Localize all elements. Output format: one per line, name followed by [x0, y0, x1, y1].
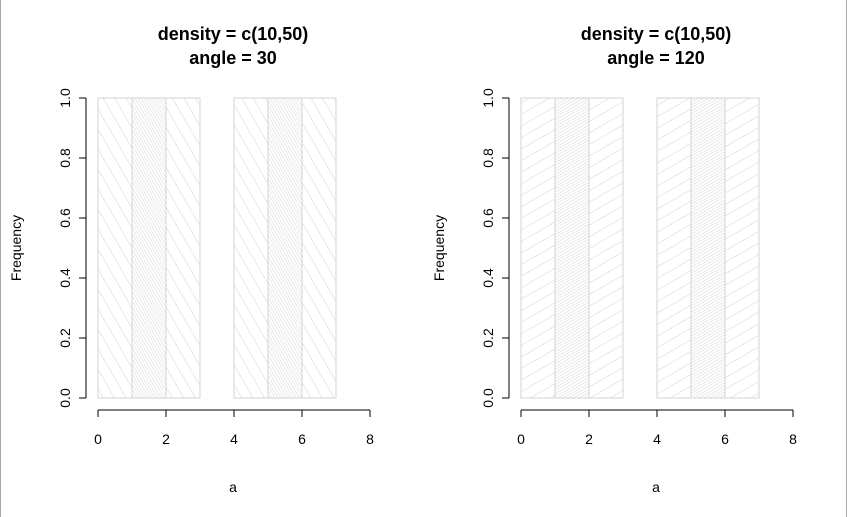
y-tick-label: 0.2: [57, 328, 73, 348]
histogram-bar: [554, 97, 590, 399]
x-tick-label: 6: [298, 431, 306, 447]
x-tick-label: 0: [517, 431, 525, 447]
histogram-bar: [165, 97, 201, 399]
chart-subtitle: angle = 120: [607, 48, 705, 68]
y-tick-label: 0.6: [480, 208, 496, 228]
histogram-bar: [301, 97, 337, 399]
y-axis-label: Frequency: [8, 215, 24, 281]
x-tick-label: 4: [230, 431, 238, 447]
histogram-bar: [656, 97, 692, 399]
y-tick-label: 0.8: [57, 148, 73, 168]
y-tick-label: 1.0: [480, 88, 496, 108]
x-tick-label: 8: [789, 431, 797, 447]
histogram-bar: [520, 97, 556, 399]
x-tick-label: 2: [162, 431, 170, 447]
bars: [520, 97, 760, 399]
y-tick-label: 0.8: [480, 148, 496, 168]
histogram-bar: [588, 97, 624, 399]
x-tick-label: 4: [653, 431, 661, 447]
x-tick-label: 2: [585, 431, 593, 447]
chart-title: density = c(10,50): [158, 24, 309, 44]
axes: 0 2 4 6 8 0.0 0.2 0.4 0.6 0.8 1.0: [480, 88, 797, 447]
window-edge-left: [0, 0, 1, 517]
histogram-bar: [233, 97, 269, 399]
axes: 0 2 4 6 8 0.0 0.2 0.4 0.6 0.8 1.0: [57, 88, 374, 447]
histogram-bar: [724, 97, 760, 399]
histogram-bar: [267, 97, 303, 399]
x-axis-label: a: [229, 479, 237, 495]
histogram-bar: [97, 97, 133, 399]
y-tick-label: 0.6: [57, 208, 73, 228]
histogram-panel-angle-30: density = c(10,50) angle = 30 0 2 4 6 8 0.0 0.…: [8, 24, 374, 495]
y-tick-label: 1.0: [57, 88, 73, 108]
x-tick-label: 0: [94, 431, 102, 447]
y-tick-label: 0.0: [57, 388, 73, 408]
chart-subtitle: angle = 30: [189, 48, 277, 68]
histogram-panel-angle-120: density = c(10,50) angle = 120 0 2 4 6 80.00…: [431, 24, 797, 495]
x-axis-label: a: [652, 479, 660, 495]
y-axis-label: Frequency: [431, 215, 447, 281]
chart-title: density = c(10,50): [581, 24, 732, 44]
x-tick-label: 6: [721, 431, 729, 447]
histogram-bar: [690, 97, 726, 399]
bars: [97, 97, 337, 399]
y-tick-label: 0.2: [480, 328, 496, 348]
x-tick-label: 8: [366, 431, 374, 447]
y-tick-label: 0.4: [480, 268, 496, 288]
y-tick-label: 0.4: [57, 268, 73, 288]
y-tick-label: 0.0: [480, 388, 496, 408]
histogram-bar: [131, 97, 167, 399]
